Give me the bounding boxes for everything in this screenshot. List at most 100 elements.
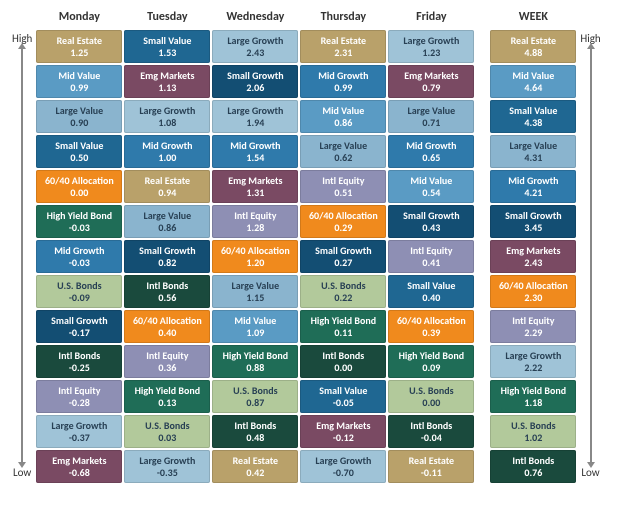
cell-value: 4.64: [524, 82, 542, 94]
cell-label: Small Value: [407, 280, 455, 292]
cell-value: 0.79: [422, 82, 440, 94]
cell-label: Small Growth: [139, 245, 195, 257]
cell-small_growth: Small Growth3.45: [490, 205, 576, 238]
cell-value: 1.28: [246, 222, 264, 234]
cell-label: Large Growth: [403, 35, 459, 47]
cell-us_bonds: U.S. Bonds0.87: [212, 380, 298, 413]
cell-value: 1.09: [246, 327, 264, 339]
cell-value: -0.25: [69, 362, 90, 374]
cell-label: U.S. Bonds: [145, 420, 189, 432]
cell-label: Emg Markets: [52, 455, 106, 467]
cell-value: 1.13: [158, 82, 176, 94]
cell-value: -0.05: [333, 397, 354, 409]
cell-value: 0.86: [334, 117, 352, 129]
cell-label: High Yield Bond: [223, 350, 288, 362]
cell-label: 60/40 Allocation: [499, 280, 568, 292]
cell-value: 0.39: [422, 327, 440, 339]
cell-label: Intl Bonds: [234, 420, 276, 432]
cell-label: Small Growth: [51, 315, 107, 327]
cell-label: 60/40 Allocation: [221, 245, 290, 257]
cell-label: Large Growth: [227, 105, 283, 117]
cell-label: Real Estate: [409, 455, 455, 467]
cell-value: 0.71: [422, 117, 440, 129]
column-header: WEEK: [490, 8, 576, 28]
cell-value: 1.08: [158, 117, 176, 129]
cell-value: 0.00: [422, 397, 440, 409]
cell-label: High Yield Bond: [135, 385, 200, 397]
cell-real_estate: Real Estate-0.11: [388, 450, 474, 483]
cell-value: 2.31: [334, 47, 352, 59]
cell-allocation: 60/40 Allocation0.39: [388, 310, 474, 343]
cell-value: 0.48: [246, 432, 264, 444]
cell-label: High Yield Bond: [501, 385, 566, 397]
cell-value: 0.41: [422, 257, 440, 269]
cell-label: Real Estate: [233, 455, 279, 467]
cell-small_growth: Small Growth0.27: [300, 240, 386, 273]
cell-high_yield: High Yield Bond0.88: [212, 345, 298, 378]
cell-value: -0.03: [69, 257, 90, 269]
cell-small_value: Small Value4.38: [490, 100, 576, 133]
cell-value: 0.22: [334, 292, 352, 304]
cell-high_yield: High Yield Bond0.11: [300, 310, 386, 343]
cell-intl_bonds: Intl Bonds0.76: [490, 450, 576, 483]
axis-arrow: [21, 49, 23, 462]
cell-value: 0.94: [158, 187, 176, 199]
cell-label: 60/40 Allocation: [133, 315, 202, 327]
cell-small_value: Small Value1.53: [124, 30, 210, 63]
cell-value: 0.54: [422, 187, 440, 199]
cell-mid_value: Mid Value0.99: [36, 65, 122, 98]
cell-value: -0.03: [69, 222, 90, 234]
cell-label: U.S. Bonds: [409, 385, 453, 397]
cell-value: -0.68: [69, 467, 90, 479]
cell-small_growth: Small Growth0.43: [388, 205, 474, 238]
cell-label: Large Growth: [505, 350, 561, 362]
cell-label: Large Growth: [315, 455, 371, 467]
left-axis: High Low: [8, 8, 36, 483]
cell-label: Small Growth: [403, 210, 459, 222]
cell-value: -0.28: [69, 397, 90, 409]
cell-value: 0.86: [158, 222, 176, 234]
cell-label: Real Estate: [321, 35, 367, 47]
column-header: Thursday: [300, 8, 386, 28]
cell-value: 4.38: [524, 117, 542, 129]
cell-mid_value: Mid Value0.54: [388, 170, 474, 203]
cell-small_value: Small Value-0.05: [300, 380, 386, 413]
cell-value: 0.03: [158, 432, 176, 444]
cell-large_value: Large Value0.71: [388, 100, 474, 133]
cell-value: 1.18: [524, 397, 542, 409]
cell-emg_markets: Emg Markets1.13: [124, 65, 210, 98]
cell-us_bonds: U.S. Bonds1.02: [490, 415, 576, 448]
cell-real_estate: Real Estate0.42: [212, 450, 298, 483]
cell-value: 2.06: [246, 82, 264, 94]
right-axis: High Low: [576, 8, 604, 483]
cell-value: 4.88: [524, 47, 542, 59]
cell-large_value: Large Value0.90: [36, 100, 122, 133]
cell-real_estate: Real Estate1.25: [36, 30, 122, 63]
cell-label: Small Value: [509, 105, 557, 117]
cell-real_estate: Real Estate4.88: [490, 30, 576, 63]
cell-label: Intl Equity: [58, 385, 100, 397]
cell-label: Large Value: [510, 140, 558, 152]
cell-label: Emg Markets: [228, 175, 282, 187]
cell-value: 2.43: [524, 257, 542, 269]
cell-allocation: 60/40 Allocation0.29: [300, 205, 386, 238]
cell-small_growth: Small Growth0.82: [124, 240, 210, 273]
cell-small_value: Small Value0.40: [388, 275, 474, 308]
cell-label: 60/40 Allocation: [309, 210, 378, 222]
column-wednesday: WednesdayLarge Growth2.43Small Growth2.0…: [212, 8, 298, 483]
cell-value: 0.90: [70, 117, 88, 129]
cell-value: -0.11: [421, 467, 442, 479]
cell-label: Mid Value: [234, 315, 276, 327]
cell-value: 0.00: [334, 362, 352, 374]
cell-label: Large Value: [144, 210, 192, 222]
cell-label: Mid Value: [322, 105, 364, 117]
cell-value: 0.88: [246, 362, 264, 374]
cell-value: 0.87: [246, 397, 264, 409]
cell-allocation: 60/40 Allocation0.00: [36, 170, 122, 203]
cell-label: 60/40 Allocation: [45, 175, 114, 187]
cell-emg_markets: Emg Markets-0.68: [36, 450, 122, 483]
cell-value: 1.00: [158, 152, 176, 164]
cell-value: -0.37: [69, 432, 90, 444]
cell-high_yield: High Yield Bond1.18: [490, 380, 576, 413]
cell-value: 4.31: [524, 152, 542, 164]
